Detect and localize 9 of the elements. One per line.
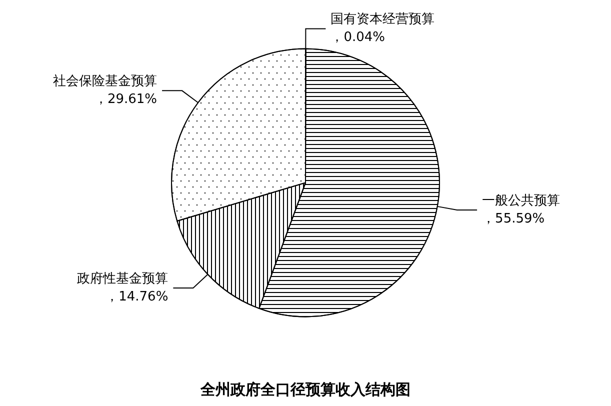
slice-label: 政府性基金预算 <box>77 270 168 287</box>
slice-label: 国有资本经营预算 <box>330 12 435 28</box>
slice-label: 社会保险基金预算 <box>53 74 158 90</box>
data-label: ，55.59% <box>482 211 545 226</box>
slice-label: 一般公共预算 <box>482 193 560 208</box>
data-label: ，29.61% <box>94 92 158 108</box>
data-label: ，14.76% <box>106 290 168 305</box>
text: 全州政府全口径预算收入结构图 <box>200 380 410 398</box>
data-label: ，0.04% <box>330 30 386 46</box>
